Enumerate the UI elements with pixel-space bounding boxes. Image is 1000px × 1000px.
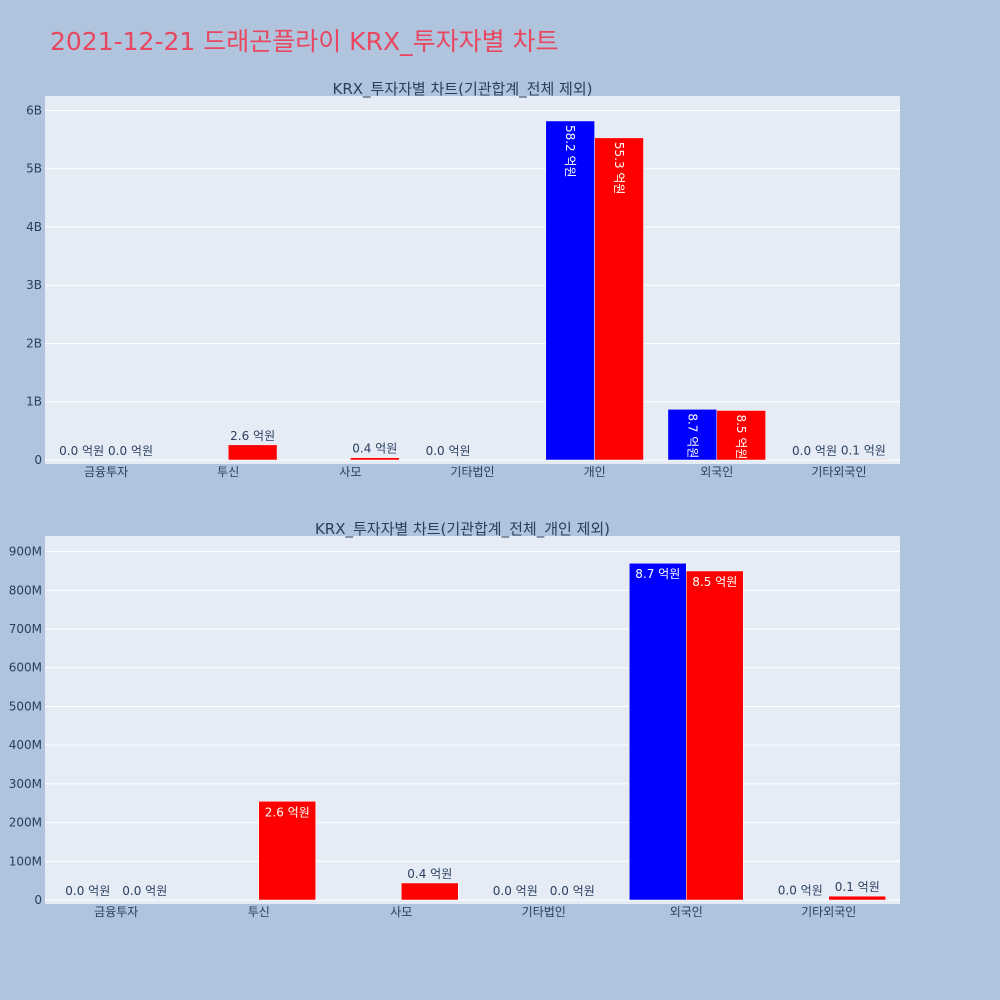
chart-2: 0 100M 200M 300M 400M 500M 600M 700M 800M 900M KRX…	[9, 520, 900, 919]
data-label: 0.0 억원	[122, 884, 167, 898]
chart-title: KRX_투자자별 차트(기관합계_전체_개인 제외)	[315, 520, 610, 539]
y-tick-label: 900M	[9, 545, 42, 559]
y-tick-label: 0	[34, 893, 42, 907]
data-label: 2.6 억원	[265, 805, 310, 819]
data-label: 0.0 억원	[108, 444, 153, 458]
bar	[667, 409, 718, 461]
x-tick-label: 금융투자	[94, 905, 138, 919]
y-tick-label: 200M	[9, 816, 42, 830]
x-tick-label: 금융투자	[84, 465, 128, 479]
data-label: 0.0 억원	[550, 884, 595, 898]
data-label: 0.1 억원	[835, 880, 880, 894]
plot-area	[45, 536, 900, 904]
y-tick-label: 3B	[26, 278, 42, 292]
x-tick-label: 기타외국인	[801, 905, 856, 919]
data-label: 0.0 억원	[59, 444, 104, 458]
plot-area	[45, 96, 900, 464]
y-tick-label: 300M	[9, 777, 42, 791]
y-tick-label: 100M	[9, 854, 42, 868]
x-tick-label: 투신	[217, 465, 239, 479]
y-tick-label: 700M	[9, 622, 42, 636]
data-label: 0.4 억원	[352, 442, 397, 456]
x-tick-label: 외국인	[670, 905, 703, 919]
bar	[686, 570, 744, 901]
y-tick-label: 400M	[9, 738, 42, 752]
bar	[258, 801, 316, 901]
x-tick-label: 기타외국인	[811, 465, 866, 479]
y-tick-label: 800M	[9, 583, 42, 597]
x-tick-label: 개인	[584, 465, 606, 479]
y-tick-label: 600M	[9, 661, 42, 675]
y-tick-label: 500M	[9, 699, 42, 713]
y-tick-label: 0	[34, 453, 42, 467]
x-tick-label: 기타법인	[450, 465, 494, 479]
data-label: 55.3 억원	[612, 142, 626, 195]
y-tick-label: 4B	[26, 220, 42, 234]
bar	[401, 882, 459, 901]
data-label: 0.4 억원	[407, 867, 452, 881]
bar	[629, 562, 687, 901]
data-label: 0.0 억원	[65, 884, 110, 898]
y-tick-label: 6B	[26, 103, 42, 117]
y-tick-label: 5B	[26, 162, 42, 176]
bar	[227, 444, 278, 461]
data-label: 58.2 억원	[563, 125, 577, 178]
data-label: 0.0 억원	[778, 884, 823, 898]
bar	[594, 137, 644, 461]
data-label: 8.5 억원	[734, 414, 748, 459]
page-title: 2021-12-21 드래곤플라이 KRX_투자자별 차트	[50, 27, 559, 56]
x-tick-label: 사모	[339, 465, 361, 479]
bar	[350, 457, 400, 461]
data-label: 8.7 억원	[635, 567, 680, 581]
data-label: 8.7 억원	[685, 413, 699, 458]
data-label: 0.0 억원	[792, 444, 837, 458]
bar	[545, 120, 595, 461]
data-label: 2.6 억원	[230, 429, 275, 443]
bar	[716, 410, 766, 461]
chart-title: KRX_투자자별 차트(기관합계_전체 제외)	[333, 80, 593, 99]
x-tick-label: 사모	[390, 905, 412, 919]
bar	[838, 459, 889, 461]
data-label: 0.1 억원	[841, 443, 886, 457]
data-label: 8.5 억원	[692, 575, 737, 589]
y-tick-label: 1B	[26, 395, 42, 409]
x-tick-label: 투신	[248, 905, 270, 919]
x-tick-label: 외국인	[700, 465, 733, 479]
data-label: 0.0 억원	[426, 444, 471, 458]
data-label: 0.0 억원	[493, 884, 538, 898]
chart-1: 0 1B 2B 3B 4B 5B 6B KRX_투자자별 차트(기관합계_전체 제외) 금융투자…	[26, 80, 900, 479]
bar	[828, 895, 886, 901]
y-tick-label: 2B	[26, 336, 42, 350]
x-tick-label: 기타법인	[522, 905, 566, 919]
